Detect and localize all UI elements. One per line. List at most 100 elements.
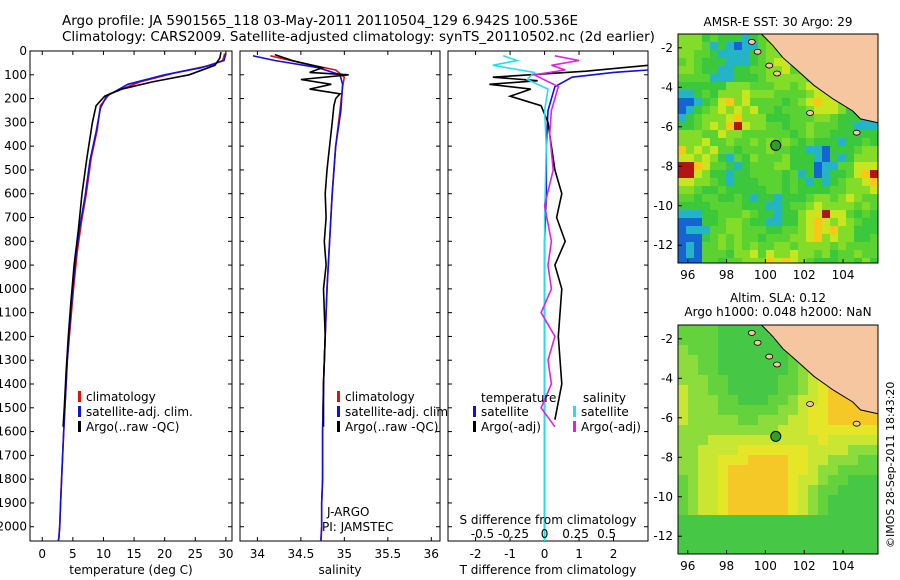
sla_map-cell xyxy=(758,525,768,535)
sst_map-cell xyxy=(726,66,734,74)
sst_map-cell xyxy=(718,210,726,218)
sst_map-cell xyxy=(742,258,750,263)
sla_map-cell xyxy=(828,485,838,495)
sla_map-cell xyxy=(698,455,708,465)
sla_map-xtick-label: 104 xyxy=(832,559,855,573)
diff-legend-label: Argo(-adj) xyxy=(481,420,541,434)
sla_map-cell xyxy=(808,395,818,405)
sst_map-cell xyxy=(846,162,854,170)
sst_map-cell xyxy=(710,202,718,210)
difference-panel: -2 -1 0 1 2 T difference from climatology -0.5… xyxy=(447,50,649,577)
sst_map-cell xyxy=(694,194,702,202)
sst_map-cell xyxy=(862,146,870,154)
sla_map-cell xyxy=(768,475,778,485)
sla_map-cell xyxy=(818,535,828,545)
sla_map-island xyxy=(773,361,781,368)
sst_map-cell xyxy=(734,146,742,154)
sst_map-cell xyxy=(710,74,718,82)
sst_map-cell xyxy=(766,82,774,90)
sst_map-cell xyxy=(862,138,870,146)
sla_map-cell xyxy=(858,485,868,495)
sst_map-cell xyxy=(814,170,822,178)
sla_map-cell xyxy=(838,465,848,475)
sla_map-cell xyxy=(788,505,798,515)
sla_map-cell xyxy=(828,395,838,405)
sst_map-cell xyxy=(798,234,806,242)
sla_map-cell xyxy=(818,405,828,415)
sst_map-cell xyxy=(710,250,718,258)
difference-series-salinity-satellite xyxy=(492,55,549,541)
sst_map-cell xyxy=(790,226,798,234)
sla_map-cell xyxy=(678,345,688,355)
sla_map-cell xyxy=(678,325,688,335)
sla_map-cell xyxy=(798,375,808,385)
sla_map-cell xyxy=(698,335,708,345)
sst_map-cell xyxy=(814,178,822,186)
sst_map-cell xyxy=(718,162,726,170)
sst_map-cell xyxy=(742,250,750,258)
sst_map-cell xyxy=(806,258,814,263)
sst_map-cell xyxy=(774,58,782,66)
sla_map-cell xyxy=(688,435,698,445)
sst_map-cell xyxy=(686,258,694,263)
sla_map-cell xyxy=(688,455,698,465)
sst_map-cell xyxy=(766,194,774,202)
sst_map-cell xyxy=(846,154,854,162)
sla_map-cell xyxy=(738,395,748,405)
sst_map-cell xyxy=(694,170,702,178)
salinity-xtick-label: 34 xyxy=(250,547,265,561)
sst_map-cell xyxy=(782,170,790,178)
sst_map-cell xyxy=(734,154,742,162)
sst_map-cell xyxy=(766,122,774,130)
sla_map-cell xyxy=(828,545,838,554)
sst_map-cell xyxy=(742,114,750,122)
sla_map-cell xyxy=(758,365,768,375)
sst_map-cell xyxy=(734,162,742,170)
sst_map-cell xyxy=(734,202,742,210)
sst_map-cell xyxy=(814,146,822,154)
sla_map-cell xyxy=(678,375,688,385)
sst_map-cell xyxy=(822,138,830,146)
sst_map-cell xyxy=(798,90,806,98)
sla_map-cell xyxy=(728,475,738,485)
sla_map-cell xyxy=(778,445,788,455)
sst_map-cell xyxy=(838,154,846,162)
difference-xtick-label: 2 xyxy=(610,547,618,561)
sst_map-cell xyxy=(678,242,686,250)
sst_map-cell xyxy=(782,138,790,146)
sst_map-cell xyxy=(870,186,878,194)
sst_map-cell xyxy=(838,106,846,114)
sst_map-cell xyxy=(750,106,758,114)
sla_map-cell xyxy=(748,385,758,395)
sla_map-cell xyxy=(838,455,848,465)
diff-legend-swatch xyxy=(473,421,476,432)
sla_map-cell xyxy=(868,515,878,525)
sst_map-cell xyxy=(742,130,750,138)
sla_map-cell xyxy=(748,395,758,405)
sla_map-cell xyxy=(748,325,758,335)
sst_map-cell xyxy=(846,130,854,138)
sst_map-cell xyxy=(798,162,806,170)
sla_map-cell xyxy=(708,405,718,415)
sst_map-cell xyxy=(774,258,782,263)
sst_map-cell xyxy=(718,58,726,66)
sla_map-cell xyxy=(678,455,688,465)
sst_map-cell xyxy=(798,154,806,162)
sst_map-cell xyxy=(734,122,742,130)
temperature-ytick-label: 800 xyxy=(4,234,27,248)
sst_map-cell xyxy=(790,122,798,130)
sla_map-cell xyxy=(728,365,738,375)
sst_map-cell xyxy=(846,210,854,218)
sst_map-cell xyxy=(806,226,814,234)
sla_map-cell xyxy=(818,515,828,525)
diff-top-tick-label: 0.25 xyxy=(562,527,589,541)
sla_map-cell xyxy=(778,405,788,415)
sla_map-cell xyxy=(678,495,688,505)
sst_map-cell xyxy=(830,210,838,218)
sla_map-cell xyxy=(678,525,688,535)
sla_map-cell xyxy=(768,375,778,385)
sst_map-cell xyxy=(798,226,806,234)
sla_map-cell xyxy=(698,415,708,425)
sla_map-cell xyxy=(738,535,748,545)
sst_map-cell xyxy=(838,122,846,130)
